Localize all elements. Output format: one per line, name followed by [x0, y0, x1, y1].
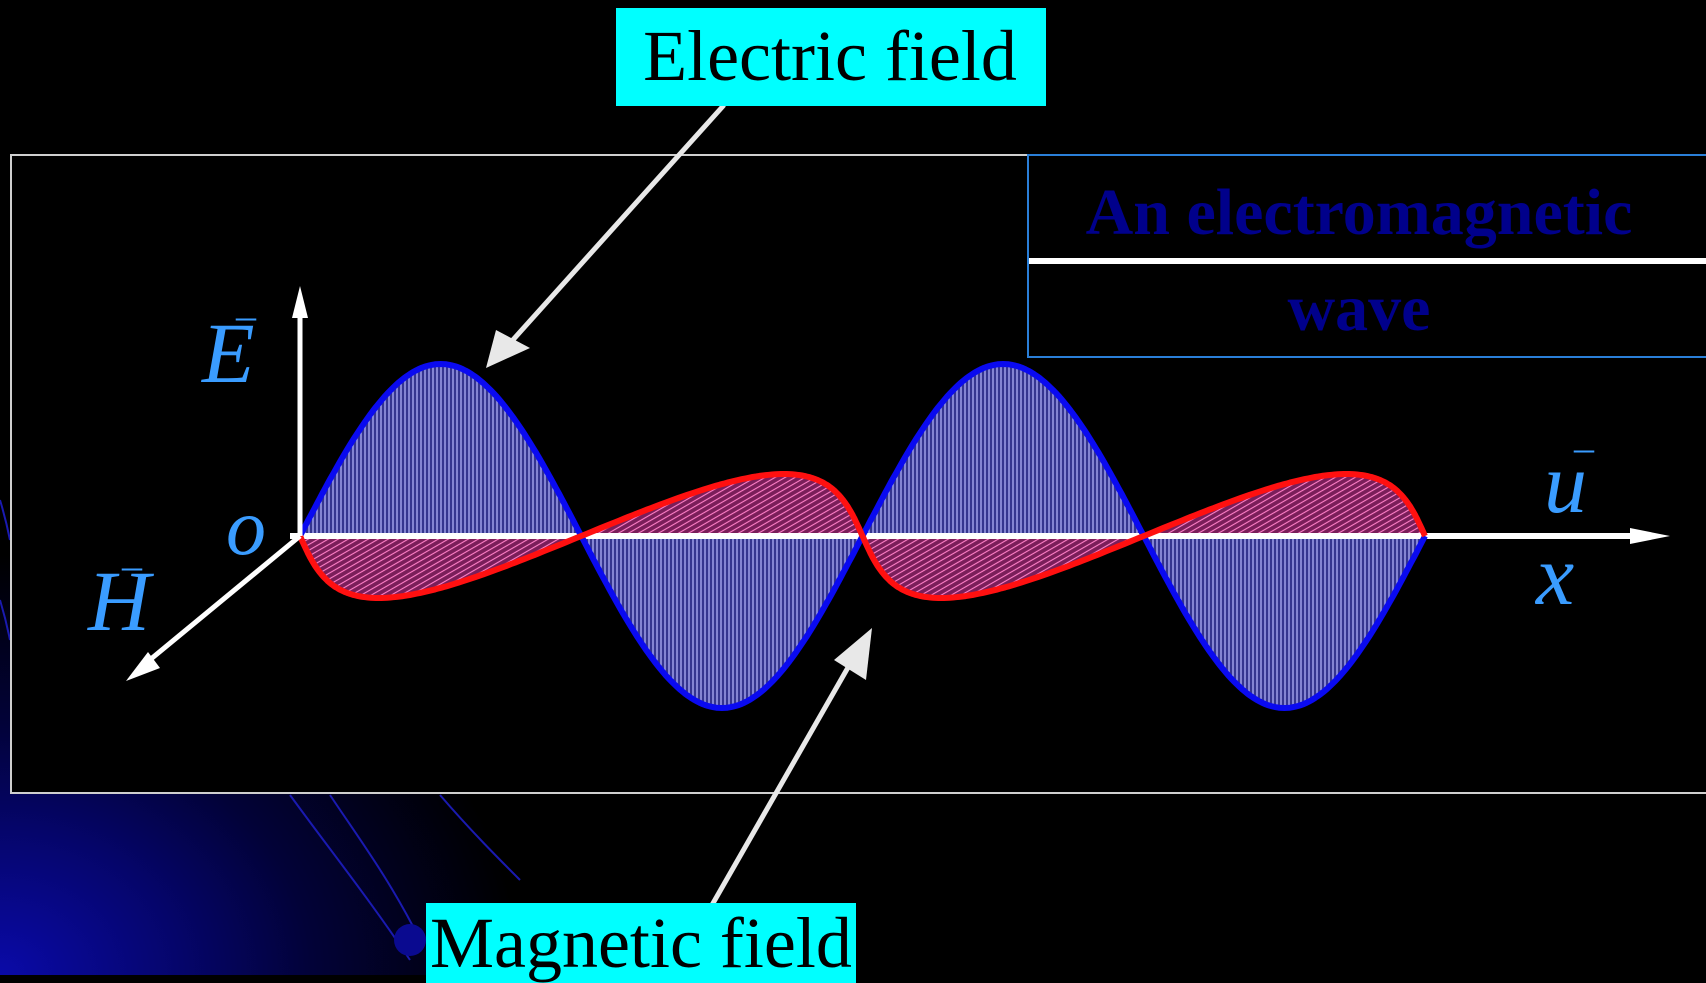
- x-axis-arrowhead: [1630, 528, 1670, 544]
- background-dot: [394, 924, 426, 956]
- u-vector-symbol: – u: [1544, 425, 1594, 531]
- e-vector-symbol: – E: [202, 293, 256, 401]
- electric-field-label: Electric field: [616, 8, 1046, 106]
- h-vector-symbol: – H: [88, 543, 151, 649]
- magnetic-wave-curve: [297, 471, 1428, 601]
- origin-label: o: [226, 484, 266, 572]
- title-line-1: An electromagnetic: [1085, 176, 1633, 249]
- e-axis-arrowhead: [292, 286, 308, 318]
- title-divider: [1029, 258, 1706, 264]
- magnetic-pointer-arrowhead: [834, 628, 872, 680]
- magnetic-field-label: Magnetic field: [426, 903, 856, 983]
- title-box: An electromagnetic wave: [1027, 154, 1706, 358]
- h-axis-line: [138, 534, 302, 670]
- magnetic-pointer-line: [709, 648, 861, 907]
- title-line-2: wave: [1287, 272, 1431, 345]
- x-axis-label: x: [1536, 527, 1575, 623]
- h-axis-arrowhead: [126, 652, 160, 681]
- electric-pointer-arrowhead: [486, 330, 530, 368]
- electric-pointer-line: [500, 103, 726, 354]
